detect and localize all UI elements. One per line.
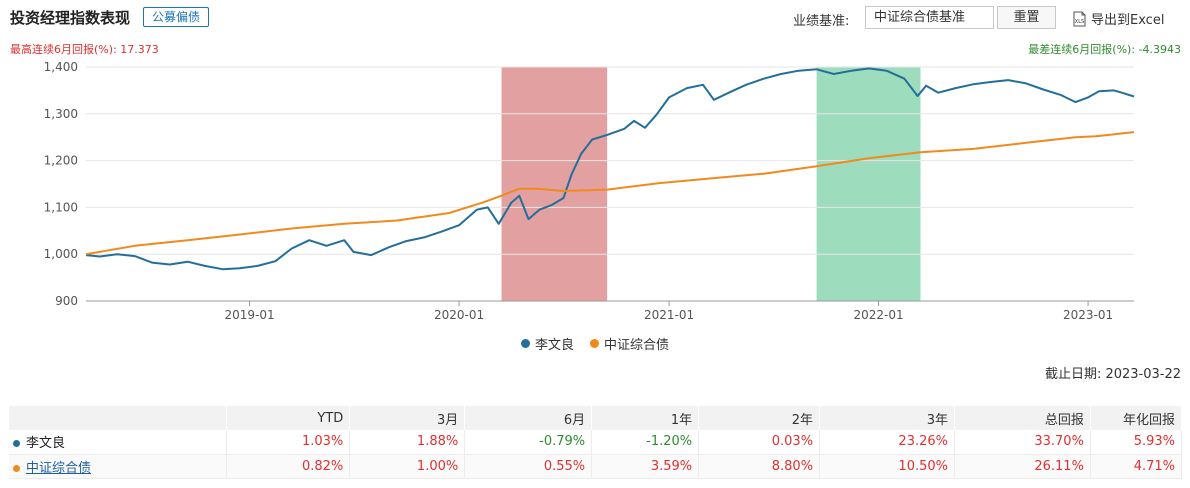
table-cell-name: 李文良 [9,430,228,455]
table-cell-value: 26.11% [954,454,1091,479]
table-header-name [9,406,228,430]
y-tick-label: 1,400 [44,60,78,74]
page-title: 投资经理指数表现 [10,9,131,27]
table-cell-value: 1.88% [349,430,466,455]
table-header-1y: 1年 [591,406,700,430]
best-6m-return: 最高连续6月回报(%): 17.373 [10,43,159,56]
table-row: 李文良 1.03% 1.88% -0.79% -1.20% 0.03% 23.26% 33.7… [9,430,1183,455]
legend-dot-bench [590,339,599,348]
series-dot-icon [13,440,20,448]
svg-text:XLS: XLS [1075,19,1084,25]
series-line-bench [85,131,1135,256]
series-line-main [85,67,1135,271]
table-cell-value: 33.70% [954,430,1091,455]
table-header-2y: 2年 [698,406,821,430]
y-tick-label: 1,100 [44,200,78,214]
benchmark-select[interactable]: 中证综合债基准 [865,6,994,29]
legend-item-bench[interactable]: 中证综合债 [590,334,669,353]
table-header-6m: 6月 [464,406,593,430]
best-period-band [501,67,608,301]
table-cell-value: 4.71% [1090,454,1183,479]
header: 投资经理指数表现 公募偏债 业绩基准: 中证综合债基准 重置 XLS 导出到Ex… [0,0,1190,36]
table-header-row: YTD 3月 6月 1年 2年 3年 总回报 年化回报 [9,406,1183,430]
y-tick-label: 1,300 [44,107,78,121]
table-cell-value: 5.93% [1090,430,1183,455]
series-name: 李文良 [26,436,66,452]
x-tick-label: 2022-01 [854,308,904,322]
table-cell-value: 1.00% [349,454,466,479]
table-cell-value: 3.59% [591,454,700,479]
legend-label-main: 李文良 [534,338,574,353]
table-cell-value: 0.82% [226,454,351,479]
series-dot-icon [13,464,20,472]
table-cell-value: -1.20% [591,430,700,455]
benchmark-label: 业绩基准: [793,14,850,29]
series-name[interactable]: 中证综合债 [26,460,92,476]
table-cell-value: 10.50% [819,454,955,479]
table-header-3m: 3月 [349,406,466,430]
table-header-3y: 3年 [819,406,955,430]
legend-item-main[interactable]: 李文良 [520,334,574,353]
export-label: 导出到Excel [1091,13,1165,28]
table-cell-name: 中证综合债 [9,454,228,479]
y-tick-label: 1,200 [44,154,78,168]
table-cell-value: 0.03% [698,430,821,455]
performance-table: YTD 3月 6月 1年 2年 3年 总回报 年化回报 李文良 1.03% 1.88… [9,406,1183,479]
performance-chart: 900 1,000 1,100 1,200 1,300 1,400 2019-01 2020-… [44,60,1135,322]
worst-6m-return: 最差连续6月回报(%): -4.3943 [1028,43,1181,56]
xls-file-icon: XLS [1073,11,1086,26]
x-tick-label: 2023-01 [1063,308,1113,322]
table-cell-value: 8.80% [698,454,821,479]
x-tick-label: 2021-01 [644,308,694,322]
table-header-total: 总回报 [954,406,1091,430]
x-tick-label: 2019-01 [225,308,275,322]
export-excel-button[interactable]: XLS 导出到Excel [1072,9,1164,28]
table-header-ytd: YTD [226,406,351,430]
table-cell-value: -0.79% [464,430,593,455]
reset-button[interactable]: 重置 [997,6,1056,29]
y-tick-label: 900 [55,294,78,308]
table-header-annual: 年化回报 [1090,406,1183,430]
table-cell-value: 23.26% [819,430,955,455]
category-badge[interactable]: 公募偏债 [143,7,210,27]
legend-label-bench: 中证综合债 [604,338,670,353]
x-tick-label: 2020-01 [434,308,484,322]
worst-period-band [816,67,921,301]
table-cell-value: 0.55% [464,454,593,479]
y-tick-label: 1,000 [44,247,78,261]
chart-legend: 李文良 中证综合债 [0,334,1190,353]
legend-dot-main [520,339,530,348]
table-cell-value: 1.03% [226,430,351,455]
table-row: 中证综合债 0.82% 1.00% 0.55% 3.59% 8.80% 10.50% 26.1… [9,454,1183,479]
as-of-date: 截止日期: 2023-03-22 [1044,367,1181,382]
